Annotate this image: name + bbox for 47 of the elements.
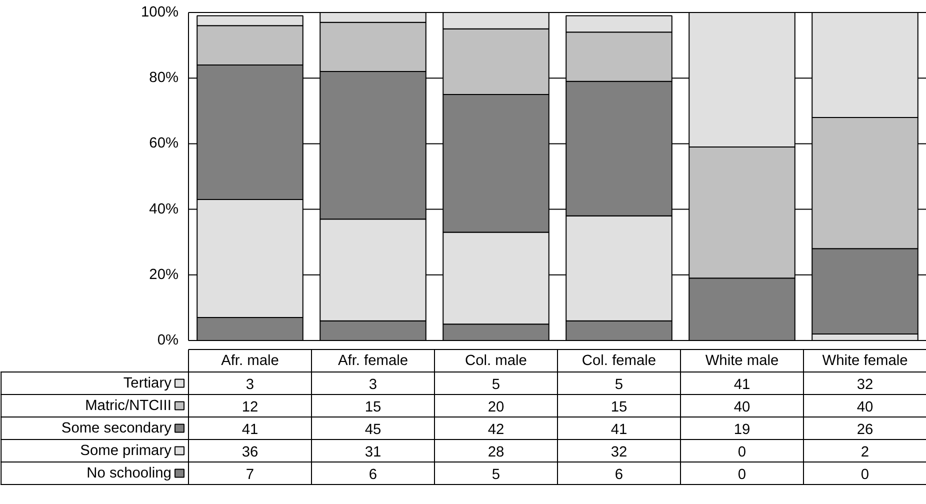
data-label: 15: [364, 399, 382, 416]
y-tick-label: 0%: [157, 332, 179, 348]
legend-label: Some primary: [80, 442, 172, 459]
data-label: 41: [610, 422, 628, 438]
x-tick-label: White male: [705, 352, 779, 369]
legend-label: No schooling: [86, 465, 172, 482]
x-tick-label: White female: [822, 352, 908, 369]
data-label: 40: [856, 399, 874, 416]
x-tick-label: Afr. female: [338, 352, 408, 369]
data-label: 40: [734, 399, 750, 416]
data-label: 20: [488, 399, 504, 416]
legend-label: Tertiary: [123, 375, 172, 392]
data-label: 41: [242, 422, 258, 438]
data-label: 31: [364, 444, 382, 460]
data-label: 32: [610, 444, 628, 460]
legend-label: Some secondary: [61, 420, 172, 436]
data-label: 19: [734, 422, 750, 438]
data-label: 15: [610, 399, 628, 416]
x-tick-label: Col. female: [582, 352, 656, 369]
data-label: 45: [364, 422, 382, 438]
data-label: 28: [488, 444, 504, 460]
data-label: 12: [242, 399, 258, 416]
x-tick-label: Afr. male: [221, 352, 279, 369]
data-label: 41: [734, 376, 750, 393]
y-tick-label: 80%: [149, 70, 179, 86]
data-label: 6: [614, 466, 624, 483]
data-label: 7: [246, 466, 254, 483]
data-label: 0: [860, 466, 870, 483]
legend-label: Matric/NTCIII: [85, 398, 172, 414]
data-label: 5: [614, 376, 624, 393]
data-label: 3: [368, 376, 378, 393]
data-label: 26: [856, 422, 874, 438]
data-label: 5: [492, 466, 500, 483]
data-label: 0: [738, 444, 746, 460]
y-tick-label: 60%: [149, 136, 179, 152]
data-label: 5: [492, 376, 500, 393]
data-label: 6: [368, 466, 378, 483]
data-label: 0: [738, 466, 746, 483]
y-tick-label: 100%: [141, 4, 179, 20]
data-label: 3: [246, 376, 254, 393]
data-label: 36: [242, 444, 258, 460]
data-label: 42: [488, 422, 504, 438]
data-label: 32: [856, 376, 874, 393]
x-tick-label: Col. male: [465, 352, 527, 369]
y-tick-label: 40%: [149, 201, 179, 218]
y-tick-label: 20%: [149, 266, 179, 283]
data-label: 2: [860, 444, 870, 460]
